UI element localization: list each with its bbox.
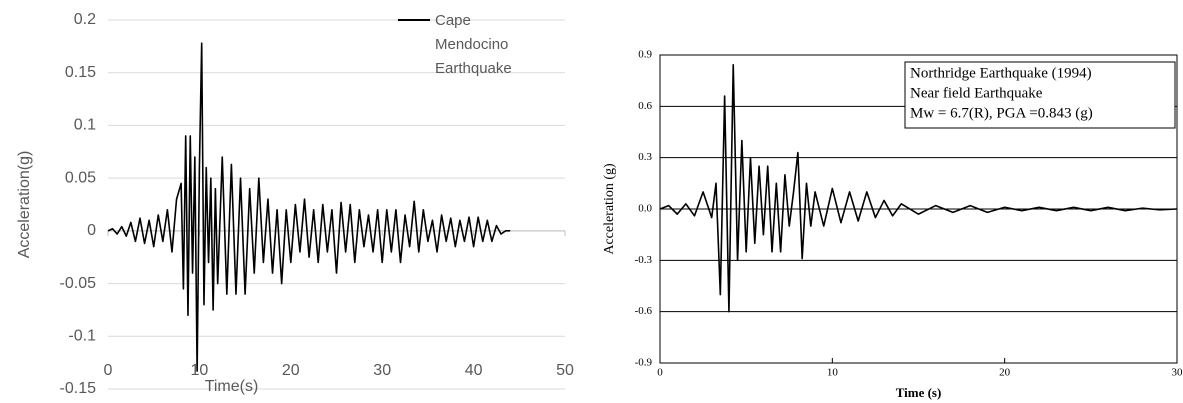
x-axis-title: Time (s) — [896, 385, 942, 400]
x-tick-label: 50 — [556, 362, 574, 379]
y-tick-label: -0.05 — [60, 275, 97, 292]
chart: 0.9 0.6 0.3 0.0 -0.3 -0.6 -0.9 0 10 20 30 Time (s) A… — [602, 49, 1183, 400]
y-tick-label: 0.2 — [74, 11, 96, 28]
x-tick-label: 30 — [373, 362, 391, 379]
x-tick-label: 0 — [104, 362, 113, 379]
y-axis-title: Acceleration (g) — [602, 163, 617, 255]
x-tick-label: 10 — [827, 367, 839, 379]
x-tick-label: 20 — [999, 367, 1011, 379]
x-axis-title: Time(s) — [205, 378, 259, 395]
y-tick-label: 0.15 — [65, 64, 96, 81]
y-tick-label: -0.3 — [635, 254, 653, 266]
annotation: Near field Earthquake — [910, 85, 1043, 101]
data-line — [659, 63, 1178, 313]
y-tick-label: 0.3 — [638, 151, 652, 163]
x-tick-label: 20 — [282, 362, 300, 379]
y-tick-label: -0.15 — [60, 380, 97, 397]
y-tick-label: -0.1 — [68, 328, 96, 345]
y-tick-label: 0.05 — [65, 169, 96, 186]
y-tick-label: 0.1 — [74, 117, 96, 134]
x-tick-label: 30 — [1172, 367, 1183, 379]
y-tick-label: 0 — [87, 222, 96, 239]
y-tick-label: 0.0 — [638, 203, 652, 215]
y-axis-title: Acceleration(g) — [16, 151, 33, 259]
annotation-box — [904, 61, 1176, 129]
legend-label: Cape Mendocino Earthquake — [435, 12, 512, 77]
annotation: Mw = 6.7(R), PGA =0.843 (g) — [910, 105, 1093, 121]
y-tick-label: -0.6 — [635, 305, 653, 317]
data-line — [107, 42, 511, 372]
x-tick-label: 0 — [657, 367, 663, 379]
y-tick-label: -0.9 — [635, 357, 653, 369]
annotation: Northridge Earthquake (1994) — [910, 65, 1092, 81]
x-tick-label: 10 — [191, 362, 209, 379]
y-tick-label: 0.6 — [638, 100, 652, 112]
y-tick-label: 0.9 — [638, 49, 652, 61]
chart: 0.2 0.15 0.1 0.05 0 -0.05 -0.1 -0.15 0 10 20 30 40 50… — [16, 11, 574, 397]
x-tick-label: 40 — [465, 362, 483, 379]
